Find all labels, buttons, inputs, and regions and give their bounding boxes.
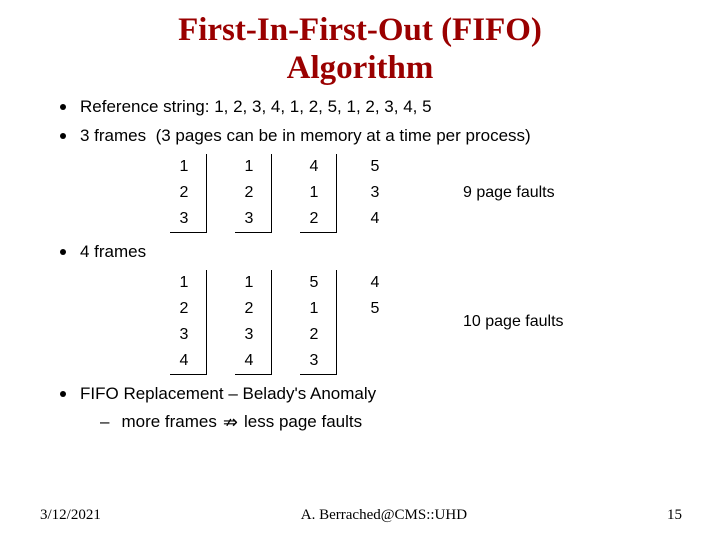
bullet-four-frames: 4 frames — [60, 241, 670, 264]
bullet-icon — [60, 249, 66, 255]
frame-cell: 1 — [170, 154, 207, 180]
anomaly-less: less page faults — [244, 412, 362, 432]
frame-cell: 2 — [170, 296, 207, 322]
frame-cell: 3 — [235, 322, 272, 348]
frame-cell: 1 — [300, 180, 337, 206]
frame-cell: 2 — [235, 296, 272, 322]
bullet-text: Reference string: 1, 2, 3, 4, 1, 2, 5, 1… — [80, 96, 432, 119]
slide: First-In-First-Out (FIFO) Algorithm Refe… — [0, 0, 720, 540]
frame-column: 412 — [300, 154, 337, 233]
bullet-text: 3 frames (3 pages can be in memory at a … — [80, 125, 531, 148]
three-frames-note: (3 pages can be in memory at a time per … — [156, 126, 531, 145]
frame-cell: 1 — [235, 154, 272, 180]
sub-bullet-anomaly: – more frames ⇏ less page faults — [100, 412, 670, 433]
frame-cell: 1 — [170, 270, 207, 296]
frame-cell: 5 — [300, 270, 337, 296]
anomaly-more: more frames — [121, 412, 216, 432]
fifo-replacement-text: FIFO Replacement – Belady's Anomaly — [80, 383, 376, 406]
frame-cell: 5 — [365, 296, 385, 322]
content-area: Reference string: 1, 2, 3, 4, 1, 2, 5, 1… — [0, 88, 720, 433]
frame-cell: 3 — [300, 348, 337, 375]
dash-icon: – — [100, 412, 109, 432]
bullet-icon — [60, 104, 66, 110]
frame-cell: 5 — [365, 154, 385, 180]
frame-column: 123 — [170, 154, 207, 233]
ref-string-value: 1, 2, 3, 4, 1, 2, 5, 1, 2, 3, 4, 5 — [214, 97, 431, 116]
footer-author: A. Berrached@CMS::UHD — [301, 507, 467, 524]
frame-column: 45 — [365, 270, 385, 322]
ref-string-label: Reference string: — [80, 97, 209, 116]
title-line-1: First-In-First-Out (FIFO) — [178, 12, 542, 48]
frame-cell: 4 — [365, 270, 385, 296]
frame-column: 534 — [365, 154, 385, 232]
frame-cell: 2 — [235, 180, 272, 206]
frame-cell: 3 — [170, 206, 207, 233]
footer-page: 15 — [667, 507, 682, 524]
frame-column: 5123 — [300, 270, 337, 375]
bullet-icon — [60, 133, 66, 139]
footer: 3/12/2021 A. Berrached@CMS::UHD 15 — [0, 507, 720, 524]
page-faults-label: 9 page faults — [463, 184, 555, 202]
bullet-reference-string: Reference string: 1, 2, 3, 4, 1, 2, 5, 1… — [60, 96, 670, 119]
frame-cell: 2 — [170, 180, 207, 206]
not-imply-icon: ⇏ — [223, 412, 238, 433]
frame-cell: 4 — [300, 154, 337, 180]
footer-date: 3/12/2021 — [40, 507, 101, 524]
frame-cell: 4 — [235, 348, 272, 375]
slide-title: First-In-First-Out (FIFO) Algorithm — [0, 0, 720, 88]
title-line-2: Algorithm — [287, 50, 434, 86]
frame-cell: 3 — [235, 206, 272, 233]
four-frames-label: 4 frames — [80, 241, 146, 264]
frame-cell: 4 — [365, 206, 385, 232]
frame-cell: 3 — [365, 180, 385, 206]
frame-cell: 1 — [300, 296, 337, 322]
four-frames-diagram: 1234123451234510 page faults — [170, 270, 670, 375]
bullet-fifo-replacement: FIFO Replacement – Belady's Anomaly — [60, 383, 670, 406]
frame-cell: 3 — [170, 322, 207, 348]
frame-cell: 2 — [300, 322, 337, 348]
bullet-icon — [60, 391, 66, 397]
frame-column: 1234 — [170, 270, 207, 375]
frame-cell: 4 — [170, 348, 207, 375]
three-frames-label: 3 frames — [80, 126, 146, 145]
frame-column: 1234 — [235, 270, 272, 375]
page-faults-label: 10 page faults — [463, 313, 564, 331]
frame-cell: 1 — [235, 270, 272, 296]
frame-cell: 2 — [300, 206, 337, 233]
three-frames-diagram: 1231234125349 page faults — [170, 154, 670, 233]
frame-column: 123 — [235, 154, 272, 233]
bullet-three-frames: 3 frames (3 pages can be in memory at a … — [60, 125, 670, 148]
